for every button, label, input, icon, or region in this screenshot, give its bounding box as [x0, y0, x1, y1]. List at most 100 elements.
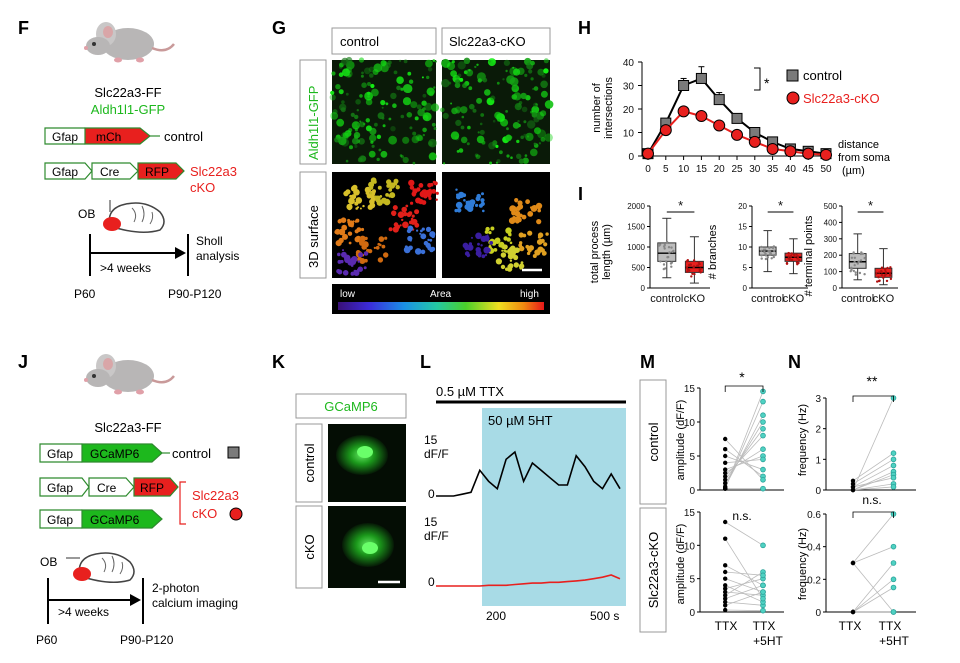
g-scale-low: low — [340, 289, 356, 300]
h-xtick-label: 15 — [696, 164, 708, 175]
gfp-speck — [474, 153, 479, 157]
m-cko-point-ttx — [723, 583, 728, 588]
surface-blob — [535, 202, 543, 210]
i-datapoint — [771, 246, 775, 250]
surface-blob — [399, 224, 402, 227]
gfp-speck — [446, 62, 456, 71]
gfp-speck — [380, 60, 387, 67]
gfp-speck — [478, 155, 481, 158]
surface-blob — [425, 242, 431, 249]
j-c1-gene: GCaMP6 — [90, 447, 140, 461]
n-top-pair-line — [852, 458, 894, 485]
gfp-speck — [450, 102, 453, 105]
j-c23-label-b: cKO — [192, 506, 217, 521]
gfp-speck — [509, 66, 519, 76]
i-datapoint — [665, 240, 669, 244]
gfp-speck — [432, 59, 436, 62]
gfp-speck — [451, 60, 455, 64]
surface-blob — [481, 254, 486, 259]
surface-blob — [383, 198, 391, 206]
surface-blob — [354, 229, 359, 234]
gfp-speck — [482, 77, 488, 83]
gfp-speck — [403, 59, 408, 64]
n-top-point-5ht — [890, 456, 897, 463]
i-datapoint — [852, 269, 855, 273]
surface-blob — [409, 185, 415, 190]
surface-blob — [467, 253, 471, 257]
gfp-speck — [376, 134, 382, 139]
i-datapoint — [790, 252, 793, 255]
surface-blob — [347, 220, 351, 224]
gfp-speck — [451, 107, 458, 115]
m-control-point-ttx — [723, 453, 728, 459]
h-xtick-label: 5 — [663, 164, 669, 175]
surface-blob — [352, 184, 358, 191]
gfp-speck — [502, 78, 505, 81]
i-c-ylabel: # terminal points — [803, 215, 815, 296]
i-datapoint — [767, 250, 770, 253]
i-datapoint — [663, 243, 666, 247]
gfp-speck — [480, 113, 485, 117]
m-control-pair-line — [725, 459, 764, 464]
h-xtick-label: 50 — [820, 164, 832, 175]
gfp-speck — [544, 100, 554, 109]
surface-blob — [427, 238, 430, 242]
h-point-cko — [748, 135, 761, 148]
j-line-name: Slc22a3-FF — [94, 420, 161, 435]
f-c2-promoter: Gfap — [52, 165, 78, 179]
l-scale-b-top: dF/F — [424, 447, 449, 461]
gfp-speck — [422, 133, 425, 137]
gfp-speck — [489, 161, 493, 165]
f-t0: P60 — [74, 287, 96, 301]
gfp-speck — [390, 126, 396, 132]
gfp-speck — [380, 100, 386, 106]
h-ylabel-b: intersections — [603, 77, 615, 139]
i-ytick-label: 0 — [641, 284, 646, 293]
gfp-speck — [528, 69, 533, 74]
surface-blob — [388, 194, 392, 198]
surface-blob — [420, 249, 426, 255]
gfp-speck — [484, 89, 491, 96]
i-ytick-label: 1000 — [627, 243, 645, 252]
i-datapoint — [880, 269, 883, 273]
surface-blob — [373, 246, 377, 250]
i-datapoint — [690, 275, 693, 278]
f-timeline: >4 weeks Sholl analysis P60 P90-P120 — [74, 234, 239, 301]
gfp-speck — [495, 161, 499, 164]
surface-blob — [484, 253, 488, 257]
surface-blob — [405, 248, 410, 253]
h-xtick-label: 45 — [803, 164, 815, 175]
gfp-speck — [428, 152, 437, 161]
surface-blob — [342, 270, 349, 276]
i-datapoint — [797, 259, 801, 262]
gfp-speck — [400, 114, 405, 119]
m-control-point-5ht — [760, 446, 766, 453]
surface-blob — [475, 232, 482, 240]
f-t1: P90-P120 — [168, 287, 222, 301]
gfp-speck — [332, 109, 338, 115]
gfp-speck — [533, 142, 537, 146]
m-x-ht-a: TTX — [753, 619, 776, 633]
surface-blob — [513, 248, 518, 253]
surface-blob — [343, 190, 349, 197]
i-datapoint — [889, 277, 893, 281]
gfp-speck — [406, 112, 413, 118]
gfp-speck — [412, 131, 417, 136]
gfp-speck — [426, 87, 435, 96]
j-c1-label: control — [172, 446, 211, 461]
i-datapoint — [773, 253, 777, 257]
n-bottom-ytick-label: 0.2 — [807, 575, 821, 586]
gfp-speck — [506, 154, 510, 158]
surface-blob — [463, 199, 466, 202]
surface-blob — [520, 261, 524, 264]
gfp-speck — [341, 100, 345, 104]
gfp-speck — [372, 69, 379, 75]
gfp-speck — [479, 122, 483, 126]
j-endpoint-a: 2-photon — [152, 581, 199, 595]
gfp-speck — [517, 67, 525, 76]
l-5ht-period — [482, 408, 626, 606]
surface-blob — [480, 198, 485, 203]
surface-blob — [375, 197, 381, 203]
surface-blob — [519, 266, 523, 270]
gfp-speck — [544, 133, 553, 142]
